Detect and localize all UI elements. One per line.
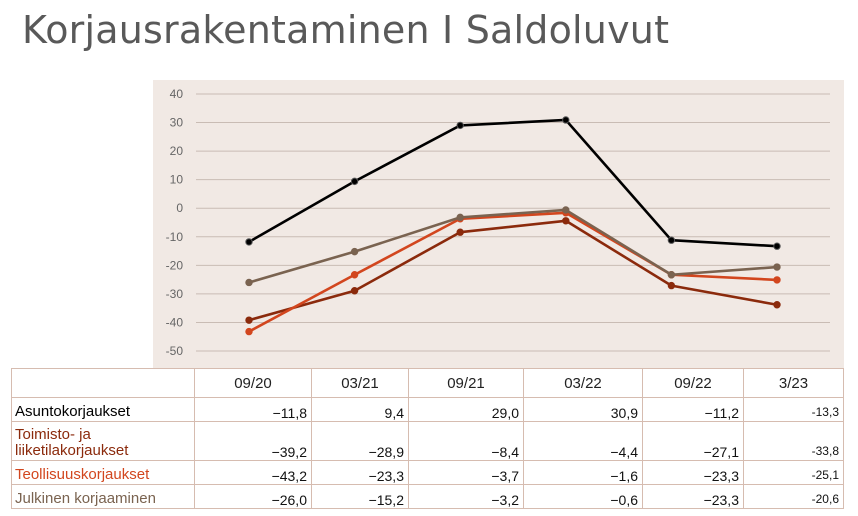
column-header: 09/21 <box>408 368 524 398</box>
series-line <box>247 118 779 248</box>
data-point <box>456 121 464 130</box>
data-point <box>350 271 359 279</box>
data-cell: -33,8 <box>743 421 844 461</box>
data-cell: −15,2 <box>311 484 409 509</box>
data-cell: −23,3 <box>642 460 744 485</box>
data-cell: −3,7 <box>408 460 524 485</box>
y-tick-label: 0 <box>176 201 183 215</box>
column-header: 09/22 <box>642 368 744 398</box>
table-row: Teollisuuskorjaukset −43,2 −23,3 −3,7 −1… <box>11 460 844 485</box>
data-cell: 30,9 <box>523 397 643 422</box>
data-cell: −39,2 <box>194 421 312 461</box>
data-cell: −11,2 <box>642 397 744 422</box>
data-point <box>245 327 253 336</box>
y-tick-label: -30 <box>166 287 184 301</box>
data-cell: −23,3 <box>311 460 409 485</box>
page-title: Korjausrakentaminen I Saldoluvut <box>22 8 670 52</box>
data-cell: -13,3 <box>743 397 844 422</box>
y-tick-label: 20 <box>170 144 184 158</box>
series-label: Julkinen korjaaminen <box>11 484 195 509</box>
data-point <box>245 316 253 324</box>
column-header: 3/23 <box>743 368 844 398</box>
plot-area: 40 30 20 10 0 -10 -20 -30 -40 -50 <box>153 80 844 368</box>
data-point <box>350 287 359 295</box>
data-cell: −0,6 <box>523 484 643 509</box>
data-point <box>562 206 570 214</box>
table-row: Asuntokorjaukset −11,8 9,4 29,0 30,9 −11… <box>11 397 844 422</box>
data-point <box>773 263 781 271</box>
y-tick-label: 30 <box>170 116 184 130</box>
series-line <box>247 219 779 322</box>
data-point <box>562 116 570 124</box>
data-cell: -20,6 <box>743 484 844 509</box>
data-cell: 29,0 <box>408 397 524 422</box>
column-header: 09/20 <box>194 368 312 398</box>
data-point <box>773 242 781 250</box>
data-cell: −26,0 <box>194 484 312 509</box>
data-cell: 9,4 <box>311 397 409 422</box>
line-chart: 40 30 20 10 0 -10 -20 -30 -40 -50 <box>166 87 830 358</box>
data-point <box>245 278 253 287</box>
data-cell: −3,2 <box>408 484 524 509</box>
y-tick-label: 40 <box>170 87 184 101</box>
data-point <box>562 217 570 225</box>
data-cell: −4,4 <box>523 421 643 461</box>
series-line <box>247 208 779 284</box>
data-cell: −11,8 <box>194 397 312 422</box>
table-row: Toimisto- ja liiketilakorjaukset −39,2 −… <box>11 421 844 461</box>
data-point <box>667 236 676 244</box>
data-cell: -25,1 <box>743 460 844 485</box>
column-header: 03/22 <box>523 368 643 398</box>
y-tick-label: -10 <box>166 230 184 244</box>
data-cell: −1,6 <box>523 460 643 485</box>
column-header: 03/21 <box>311 368 409 398</box>
y-tick-label: 10 <box>170 173 184 187</box>
table-corner-cell <box>11 368 195 398</box>
series-label: Toimisto- ja liiketilakorjaukset <box>11 421 195 461</box>
data-point <box>667 281 676 290</box>
y-tick-label: -40 <box>166 315 184 329</box>
data-cell: −28,9 <box>311 421 409 461</box>
y-tick-label: -50 <box>166 344 184 358</box>
series-label: Asuntokorjaukset <box>11 397 195 422</box>
data-cell: −43,2 <box>194 460 312 485</box>
data-point <box>245 238 253 246</box>
series-label: Teollisuuskorjaukset <box>11 460 195 485</box>
series-line <box>247 211 779 333</box>
table-row: Julkinen korjaaminen −26,0 −15,2 −3,2 −0… <box>11 484 844 509</box>
data-point <box>667 271 676 279</box>
data-point <box>456 213 464 222</box>
data-cell: −8,4 <box>408 421 524 461</box>
data-cell: −23,3 <box>642 484 744 509</box>
data-table: 09/20 03/21 09/21 03/22 09/22 3/23 Asunt… <box>11 368 844 509</box>
data-point <box>773 276 781 284</box>
data-point <box>350 247 359 256</box>
data-cell: −27,1 <box>642 421 744 461</box>
data-point <box>350 177 359 186</box>
table-header-row: 09/20 03/21 09/21 03/22 09/22 3/23 <box>11 368 844 398</box>
y-tick-label: -20 <box>166 258 184 272</box>
data-point <box>773 301 781 309</box>
data-point <box>456 228 464 236</box>
